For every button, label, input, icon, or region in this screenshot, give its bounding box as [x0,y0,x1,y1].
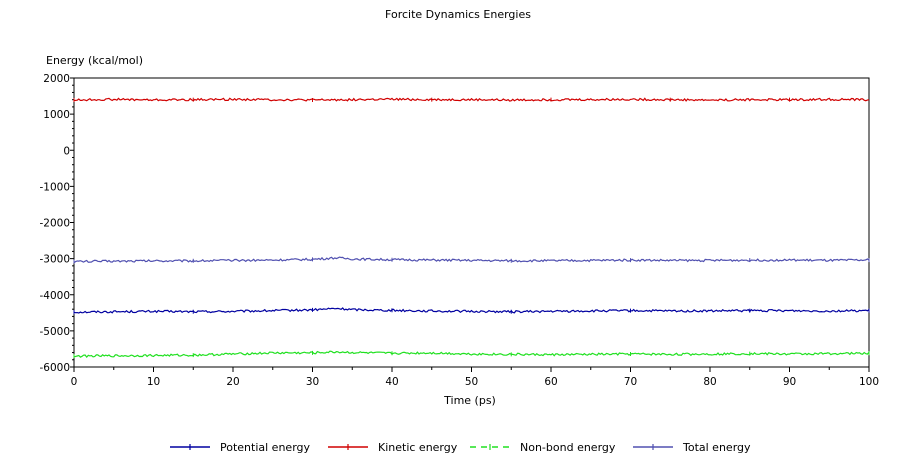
y-tick-label: -3000 [39,254,70,266]
x-tick-label: 40 [385,376,398,388]
chart-title: Forcite Dynamics Energies [385,8,531,21]
series-line-non-bond-energy [73,350,870,359]
legend-item: Kinetic energy [328,441,458,454]
legend-label: Non-bond energy [520,441,616,454]
x-axis: 0 10 20 30 40 50 60 70 80 90 100 [71,367,879,388]
y-tick-label: -2000 [39,218,70,230]
x-tick-label: 0 [71,376,78,388]
y-tick-label: -4000 [39,290,70,302]
series-line-total-energy [73,256,870,264]
legend-item: Total energy [633,441,751,454]
y-tick-label: -6000 [39,362,70,374]
legend: Potential energy Kinetic energy Non-bond e… [170,441,751,454]
plot-frame [73,77,870,368]
series-line-potential-energy [73,307,870,314]
x-tick-label: 10 [147,376,160,388]
x-tick-label: 20 [226,376,239,388]
y-tick-label: 2000 [43,73,70,85]
legend-label: Potential energy [220,441,311,454]
x-tick-label: 50 [465,376,478,388]
y-tick-label: -1000 [39,181,70,193]
x-tick-label: 30 [306,376,319,388]
x-axis-label: Time (ps) [443,394,496,407]
series-layer [73,97,870,359]
legend-item: Non-bond energy [470,441,616,454]
x-tick-label: 60 [544,376,557,388]
y-tick-label: 0 [63,145,70,157]
legend-item: Potential energy [170,441,311,454]
y-axis: 2000 1000 0 -1000 -2000 -3000 -4000 -5000 -6000 [39,73,74,374]
y-tick-label: -5000 [39,326,70,338]
x-tick-label: 80 [703,376,716,388]
x-tick-label: 70 [624,376,637,388]
legend-label: Kinetic energy [378,441,458,454]
x-tick-label: 90 [783,376,796,388]
legend-label: Total energy [682,441,751,454]
y-tick-label: 1000 [43,109,70,121]
y-axis-label: Energy (kcal/mol) [46,54,143,67]
x-tick-label: 100 [859,376,879,388]
series-line-kinetic-energy [73,97,870,102]
